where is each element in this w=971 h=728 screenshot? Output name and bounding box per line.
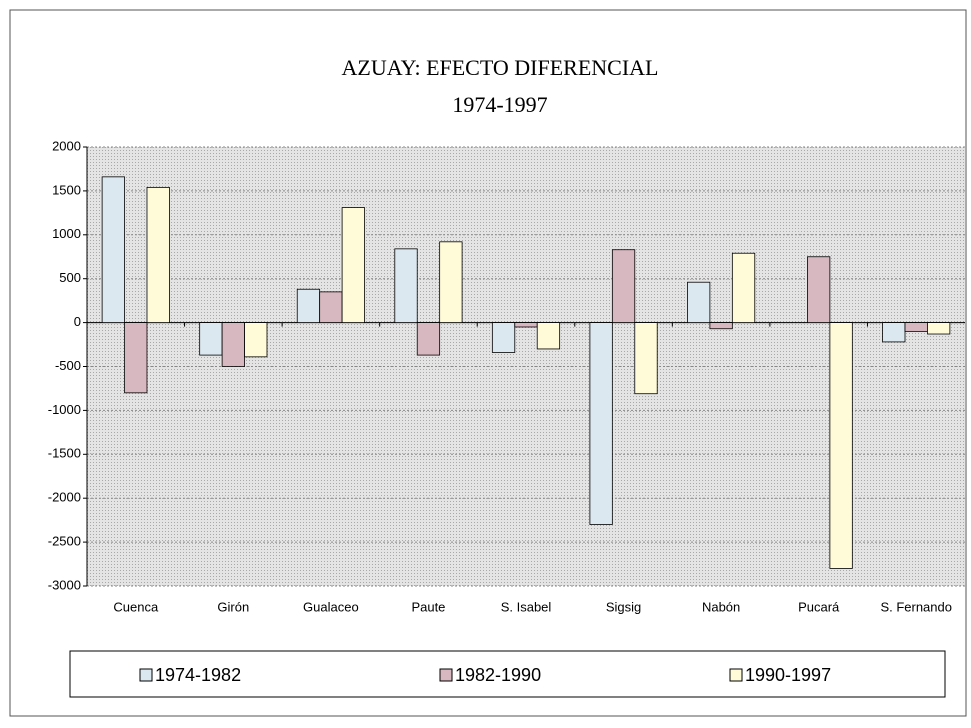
bar [807,256,831,323]
x-tick-label: Nabón [702,599,740,614]
bar [731,252,756,324]
bar [199,322,223,356]
bar [439,241,463,324]
bar [244,322,268,358]
bar [319,291,343,323]
bar [146,186,170,324]
bar [394,248,418,324]
bar [904,322,928,332]
bar [124,322,148,394]
bar [611,249,636,323]
bar [416,322,441,356]
legend-swatch [439,668,453,682]
bar [296,288,321,323]
chart-subtitle: 1974-1997 [452,92,547,117]
y-tick-label: 0 [74,314,81,329]
legend-label: 1974-1982 [155,665,241,685]
y-tick-label: 1500 [52,182,81,197]
bar [514,322,538,328]
bar [687,281,711,324]
y-tick-label: -2500 [48,534,81,549]
y-tick-label: -2000 [48,490,81,505]
x-tick-label: Pucará [798,599,840,614]
legend-swatch [729,668,743,682]
legend-label: 1990-1997 [745,665,831,685]
y-tick-label: -3000 [48,577,81,592]
x-tick-label: Cuenca [113,599,159,614]
chart-title: AZUAY: EFECTO DIFERENCIAL [342,55,659,80]
bar [634,322,658,395]
bar [709,322,733,330]
bar [341,207,365,323]
y-tick-label: 2000 [52,138,81,153]
x-tick-label: S. Isabel [501,599,552,614]
x-tick-label: Paute [411,599,445,614]
bar [101,176,125,324]
y-tick-label: -1000 [48,402,81,417]
bar [536,322,561,350]
legend-swatch [139,668,153,682]
y-tick-label: 500 [59,270,81,285]
bar [491,322,516,353]
bar [221,322,245,367]
bar [589,322,613,525]
bar [927,322,951,335]
x-tick-label: Gualaceo [303,599,359,614]
x-tick-label: Sigsig [606,599,641,614]
legend-label: 1982-1990 [455,665,541,685]
x-tick-label: S. Fernando [880,599,952,614]
bar [882,322,906,343]
y-tick-label: -1500 [48,446,81,461]
y-tick-label: -500 [55,358,81,373]
legend-box [69,650,946,698]
x-tick-label: Girón [217,599,249,614]
bar [829,322,853,569]
y-tick-label: 1000 [52,226,81,241]
